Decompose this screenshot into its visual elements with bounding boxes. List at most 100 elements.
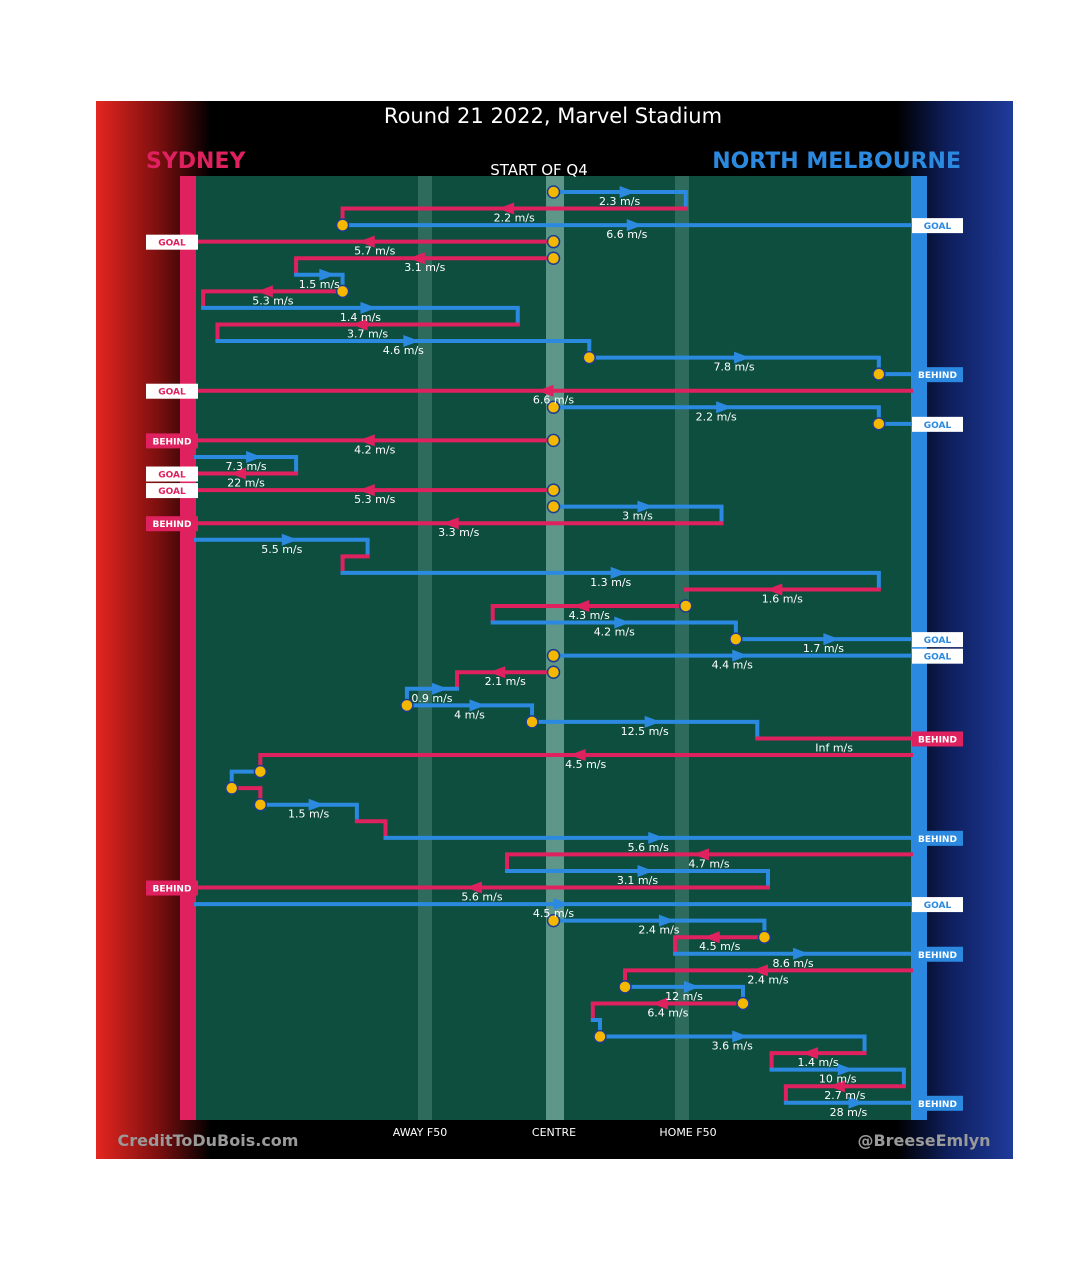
direction-arrow: [626, 219, 643, 232]
speed-label: 2.7 m/s: [824, 1089, 865, 1102]
direction-arrow: [469, 699, 486, 712]
direction-arrow: [637, 500, 654, 513]
direction-arrow: [569, 749, 586, 762]
chains-layer: [194, 185, 913, 1109]
speed-label: 28 m/s: [830, 1106, 868, 1119]
speed-label: 4.5 m/s: [533, 907, 574, 920]
outcome-label: GOAL: [924, 653, 952, 663]
outcome-badge: [146, 466, 198, 482]
stoppage-marker: [546, 913, 561, 928]
direction-arrow: [358, 434, 375, 447]
stoppage-marker: [582, 350, 596, 365]
speed-label: 5.5 m/s: [261, 543, 302, 556]
direction-arrow: [828, 1080, 845, 1093]
speed-label: 0.9 m/s: [411, 692, 452, 705]
direction-arrow: [793, 947, 810, 960]
direction-arrow: [732, 649, 749, 662]
labels-layer: 2.3 m/s 2.2 m/s 6.6 m/s 5.7 m/s 3.1 m/s 1.5 m…: [225, 195, 867, 1119]
stoppage-marker: [729, 632, 743, 646]
direction-arrow: [734, 351, 751, 364]
tick-label-home-f50: HOME F50: [659, 1126, 716, 1139]
stoppage-marker: [253, 764, 268, 779]
speed-label: 3.7 m/s: [347, 327, 388, 340]
stoppage-marker: [872, 367, 886, 381]
outcome-label: GOAL: [158, 239, 186, 249]
stoppage-marker: [872, 417, 886, 431]
direction-arrow: [752, 964, 768, 977]
stoppage-marker: [546, 400, 561, 415]
speed-label: 4.6 m/s: [383, 344, 424, 357]
speed-label: 6.6 m/s: [606, 228, 647, 241]
outcome-badge: [912, 731, 963, 747]
stoppage-marker: [525, 715, 539, 729]
stoppage-marker: [546, 185, 561, 199]
outcome-label: GOAL: [158, 388, 186, 398]
direction-arrow: [442, 517, 459, 530]
direction-arrow: [766, 583, 783, 596]
stoppage-marker: [225, 781, 239, 795]
outcome-label: GOAL: [924, 901, 952, 911]
speed-label: 2.1 m/s: [485, 675, 526, 688]
speed-label: 3.3 m/s: [438, 526, 479, 539]
direction-arrow: [319, 268, 336, 281]
direction-arrow: [408, 252, 425, 265]
outcome-badge: [146, 383, 198, 399]
outcome-badge: [146, 880, 198, 896]
speed-label: 1.6 m/s: [762, 592, 803, 605]
stoppage-marker: [546, 483, 561, 497]
direction-arrow: [619, 186, 636, 198]
speed-label: 6.6 m/s: [533, 394, 574, 407]
speed-label: 22 m/s: [227, 477, 265, 490]
outcome-badge: [912, 946, 963, 962]
stoppage-marker: [546, 648, 561, 663]
speed-label: 6.4 m/s: [647, 1006, 688, 1019]
stoppage-marker: [546, 665, 561, 679]
speed-label: 1.5 m/s: [299, 278, 340, 291]
stoppage-marker: [400, 698, 414, 713]
credit-left: CreditToDuBois.com: [118, 1131, 299, 1150]
direction-arrow: [823, 633, 840, 646]
direction-arrow: [351, 318, 368, 331]
speed-label: 1.4 m/s: [797, 1056, 838, 1069]
speed-label: 3.1 m/s: [617, 874, 658, 887]
speed-label: 3.6 m/s: [712, 1040, 753, 1053]
speed-label: Inf m/s: [815, 741, 853, 754]
outcome-badge: [146, 234, 198, 250]
credit-right: @BreeseEmlyn: [857, 1131, 990, 1150]
speed-label: 12 m/s: [665, 990, 703, 1003]
outcome-badge: [912, 367, 963, 383]
direction-arrow: [466, 881, 482, 894]
outcome-label: GOAL: [158, 471, 186, 481]
stoppage-marker: [757, 930, 772, 944]
outcome-label: BEHIND: [153, 885, 192, 895]
outcome-label: BEHIND: [918, 1100, 957, 1110]
direction-arrow: [802, 1047, 819, 1060]
stoppage-marker: [546, 251, 561, 265]
speed-label: 4.2 m/s: [594, 626, 635, 639]
direction-arrow: [837, 1063, 854, 1076]
speed-label: 12.5 m/s: [621, 725, 669, 738]
speed-label: 2.4 m/s: [747, 973, 788, 986]
north-team-label: NORTH MELBOURNE: [712, 149, 961, 174]
sydney-goal-bar: [180, 176, 196, 1120]
speed-label: 2.3 m/s: [599, 195, 640, 208]
outcome-label: BEHIND: [153, 437, 192, 447]
speed-label: 4.5 m/s: [565, 758, 606, 771]
speed-label: 5.3 m/s: [354, 493, 395, 506]
stoppage-marker: [679, 599, 693, 613]
direction-arrow: [537, 384, 554, 397]
speed-label: 1.3 m/s: [590, 576, 631, 589]
outcome-label: BEHIND: [918, 735, 957, 745]
direction-arrow: [658, 914, 675, 927]
stoppage-marker: [546, 234, 561, 249]
speed-label: 2.2 m/s: [696, 410, 737, 423]
direction-arrow: [553, 898, 570, 911]
stoppage-marker: [546, 433, 561, 448]
stoppage-marker: [736, 996, 750, 1011]
outcome-label: GOAL: [158, 487, 186, 497]
direction-arrow: [489, 666, 506, 679]
direction-arrow: [648, 831, 665, 844]
speed-label: 1.5 m/s: [288, 808, 329, 821]
direction-arrow: [230, 467, 247, 480]
